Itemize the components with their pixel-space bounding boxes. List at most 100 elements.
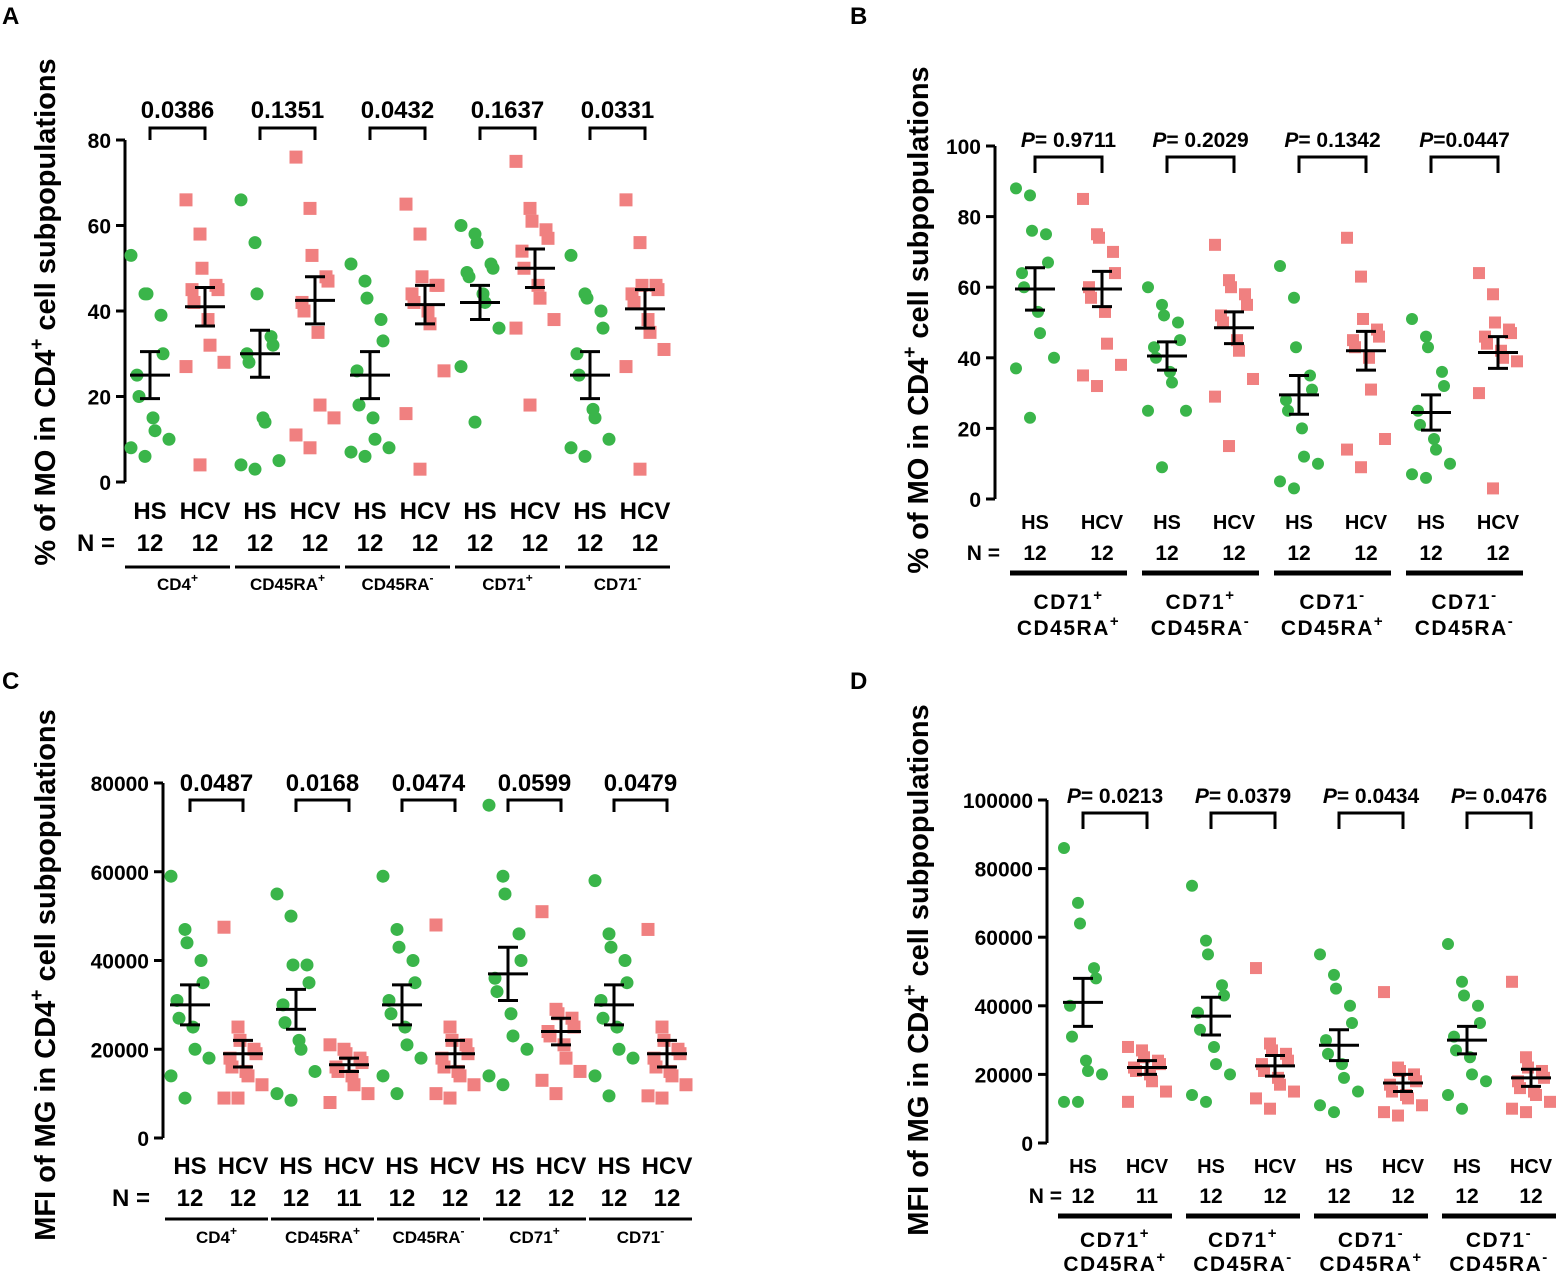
hcv-point (217, 1091, 231, 1105)
subset-label: CD71+ (1034, 587, 1104, 614)
hs-point (302, 976, 316, 990)
hcv-point (559, 1051, 573, 1065)
panel-letter: C (2, 668, 19, 695)
hcv-point (1530, 1088, 1542, 1101)
hcv-point (1274, 1078, 1286, 1091)
subset-label: CD71- (1466, 1225, 1532, 1252)
hs-label: HS (491, 1153, 524, 1180)
hs-point (1224, 1068, 1236, 1081)
hcv-point (1241, 298, 1253, 311)
hcv-point (179, 193, 193, 207)
hs-point (132, 390, 146, 403)
hs-point (400, 1038, 414, 1052)
hcv-label: HCV (536, 1153, 587, 1180)
hs-label: HS (1453, 1156, 1481, 1178)
hs-point (596, 321, 610, 335)
hcv-point (523, 398, 537, 412)
hcv-point (1473, 267, 1485, 280)
hs-label: HS (279, 1153, 312, 1180)
hcv-point (541, 231, 555, 245)
hcv-n-label: 12 (230, 1185, 257, 1212)
hs-point (1406, 312, 1418, 325)
hcv-point (1109, 267, 1121, 280)
hs-point (1420, 471, 1432, 484)
hs-point (578, 449, 592, 463)
y-tick-label: 60 (88, 216, 111, 239)
hcv-point (399, 407, 413, 421)
hcv-point (509, 154, 523, 168)
hcv-point (1481, 337, 1493, 350)
hs-point (1156, 298, 1168, 311)
subset-label: CD71- (1431, 587, 1497, 614)
hs-point (1274, 475, 1286, 488)
hs-point (506, 1029, 520, 1043)
hcv-n-label: 12 (1354, 542, 1377, 565)
hs-point (294, 1042, 308, 1056)
hs-point (468, 415, 482, 429)
hcv-label: HCV (1345, 512, 1388, 534)
hcv-point (655, 1020, 669, 1034)
hcv-point (535, 905, 549, 919)
hcv-point (525, 214, 539, 228)
hcv-point (1489, 316, 1501, 329)
hcv-point (1288, 1085, 1300, 1098)
comparison-bracket (1081, 811, 1149, 829)
hcv-point (1473, 387, 1485, 400)
hs-label: HS (385, 1153, 418, 1180)
hs-point (1466, 1068, 1478, 1081)
subset-label: CD71+ (1080, 1225, 1150, 1252)
hcv-point (679, 1078, 693, 1092)
hcv-label: HCV (430, 1153, 481, 1180)
hs-point (1096, 1068, 1108, 1081)
subset-label: CD45RA+ (1281, 613, 1384, 640)
hcv-n-label: 11 (336, 1185, 361, 1212)
group-1: HS 12 HCV 11 P= 0.0213 CD71+CD45RA+ (1058, 785, 1172, 1274)
group-2: HS 12 HCV 12 0.1351 CD45RA+ (234, 97, 341, 594)
p-value-label: 0.1637 (471, 97, 544, 124)
subset-label: CD4+ (157, 571, 198, 594)
panel-b: B % of MO in CD4+ cell subpopulations 0 20 4… (850, 3, 1523, 640)
hcv-label: HCV (1510, 1156, 1553, 1178)
hs-point (1016, 267, 1028, 280)
hs-point (358, 449, 372, 463)
hs-point (1296, 422, 1308, 435)
hcv-n-label: 12 (1519, 1185, 1542, 1208)
hcv-point (1373, 330, 1385, 343)
y-tick-label: 20000 (91, 1039, 149, 1062)
hcv-point (1392, 1109, 1404, 1122)
hs-point (602, 1089, 616, 1103)
hcv-label: HCV (324, 1153, 375, 1180)
hcv-point (255, 1078, 269, 1092)
hcv-point (1239, 288, 1251, 301)
hs-label: HS (597, 1153, 630, 1180)
hcv-n-label: 12 (302, 530, 329, 557)
hs-n-label: 12 (137, 530, 164, 557)
hcv-point (1209, 390, 1221, 403)
y-tick-label: 0 (969, 489, 981, 512)
hs-point (570, 347, 584, 361)
hcv-point (1357, 312, 1369, 325)
n-prefix-label: N = (1029, 1185, 1062, 1208)
hs-point (1042, 256, 1054, 269)
hs-point (1058, 1095, 1070, 1108)
hcv-point (1091, 380, 1103, 393)
hcv-point (1115, 358, 1127, 371)
hs-point (1142, 404, 1154, 417)
hcv-point (627, 295, 641, 309)
hs-point (1200, 1095, 1212, 1108)
hs-label: HS (1417, 512, 1445, 534)
hs-point (234, 458, 248, 472)
hs-point (1180, 404, 1192, 417)
hcv-point (1107, 245, 1119, 258)
hcv-point (515, 244, 529, 258)
p-value-label: 0.0432 (361, 97, 434, 124)
y-axis-title: MFI of MG in CD4+ cell subpopulations (27, 709, 62, 1241)
panel-c: C MFI of MG in CD4+ cell subpopulations 0 2… (2, 668, 693, 1247)
hs-point (1312, 457, 1324, 470)
hcv-point (1083, 281, 1095, 294)
p-value-label: 0.0474 (392, 770, 466, 797)
hs-n-label: 12 (389, 1185, 416, 1212)
y-tick-label: 100 (946, 136, 981, 159)
hs-point (514, 954, 528, 967)
hs-point (376, 334, 390, 348)
